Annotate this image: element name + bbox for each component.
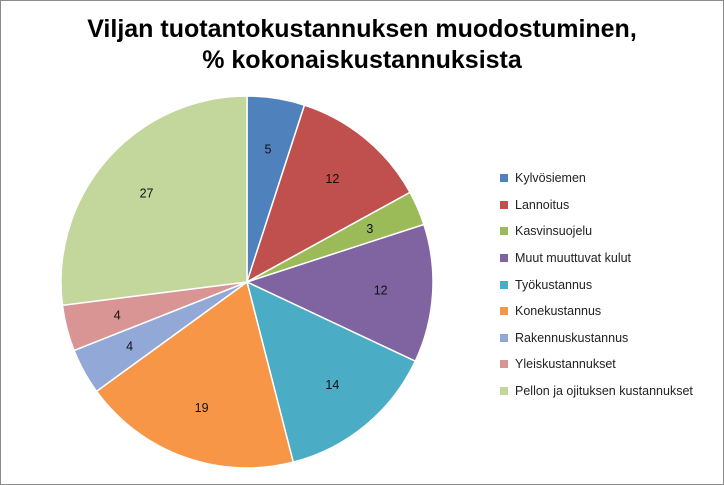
legend-label: Yleiskustannukset xyxy=(515,357,616,372)
data-label-lannoitus: 12 xyxy=(325,172,339,186)
legend-swatch xyxy=(500,227,508,236)
legend-label: Lannoitus xyxy=(515,197,570,212)
legend-swatch xyxy=(500,200,508,209)
legend-item-kylvösiemen: Kylvösiemen xyxy=(500,165,720,192)
legend-swatch xyxy=(500,280,508,289)
data-label-kasvinsuojelu: 3 xyxy=(366,222,373,236)
legend-swatch xyxy=(500,360,508,369)
legend-swatch xyxy=(500,174,508,183)
legend-item-lannoitus: Lannoitus xyxy=(500,192,720,219)
chart-title-line-2: % kokonaiskustannuksista xyxy=(202,46,522,74)
legend-label: Työkustannus xyxy=(515,277,593,292)
legend-item-rakennuskustannus: Rakennuskustannus xyxy=(500,325,720,352)
data-label-rakennuskustannus: 4 xyxy=(126,340,133,354)
pie-slice-lannoitus xyxy=(245,104,412,284)
data-label-kylvösiemen: 5 xyxy=(264,143,271,157)
pie-slice-työkustannus xyxy=(245,280,417,464)
data-label-pellon-ja-ojituksen-kustannukset: 27 xyxy=(140,186,154,200)
legend-item-työkustannus: Työkustannus xyxy=(500,271,720,298)
legend-label: Kylvösiemen xyxy=(515,171,586,186)
legend-item-konekustannus: Konekustannus xyxy=(500,298,720,325)
chart-title: Viljan tuotantokustannuksen muodostumine… xyxy=(0,14,724,76)
legend-item-muut-muuttuvat-kulut: Muut muuttuvat kulut xyxy=(500,245,720,272)
legend-swatch xyxy=(500,254,508,263)
pie-slice-muut-muuttuvat-kulut xyxy=(244,223,434,363)
legend-item-kasvinsuojelu: Kasvinsuojelu xyxy=(500,218,720,245)
data-label-työkustannus: 14 xyxy=(325,378,339,392)
legend-swatch xyxy=(500,333,508,342)
legend-label: Pellon ja ojituksen kustannukset xyxy=(515,384,693,399)
legend-item-pellon-ja-ojituksen-kustannukset: Pellon ja ojituksen kustannukset xyxy=(500,378,720,405)
legend-label: Muut muuttuvat kulut xyxy=(515,251,632,266)
chart-title-line-1: Viljan tuotantokustannuksen muodostumine… xyxy=(87,15,637,43)
legend-item-yleiskustannukset: Yleiskustannukset xyxy=(500,351,720,378)
legend-swatch xyxy=(500,307,508,316)
legend-swatch xyxy=(500,387,508,396)
legend-label: Konekustannus xyxy=(515,304,602,319)
chart-legend: Kylvösiemen Lannoitus Kasvinsuojelu Muut mu… xyxy=(500,165,720,404)
data-label-yleiskustannukset: 4 xyxy=(114,308,121,322)
data-label-muut-muuttuvat-kulut: 12 xyxy=(374,283,388,297)
legend-label: Rakennuskustannus xyxy=(515,330,629,345)
pie-slice-pellon-ja-ojituksen-kustannukset xyxy=(60,95,248,307)
pie-slice-konekustannus xyxy=(95,280,295,469)
data-label-konekustannus: 19 xyxy=(195,401,209,415)
legend-label: Kasvinsuojelu xyxy=(515,224,593,239)
